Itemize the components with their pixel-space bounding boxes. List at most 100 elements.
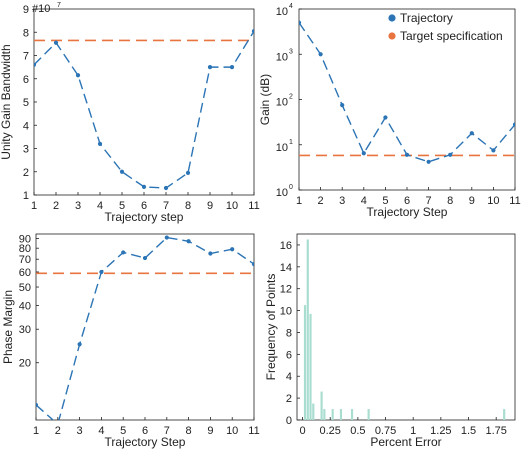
ugb-xtick-label: 7: [163, 200, 169, 212]
pm-ytick-label: 90: [19, 233, 31, 245]
gain-ytick-exponent: 2: [289, 94, 293, 101]
hist-xtick-label: 1.5: [461, 425, 476, 437]
gain-point-10: [491, 148, 496, 153]
hist-xtick-label: 0.5: [350, 425, 365, 437]
gain-point-9: [469, 131, 474, 136]
gain-xtick-label: 6: [404, 195, 410, 207]
ugb-xtick-label: 2: [53, 200, 59, 212]
ugb-ytick-label: 9: [23, 4, 29, 16]
gain-ytick-label: 10: [276, 51, 288, 63]
ugb-xtick-label: 10: [226, 200, 238, 212]
pm-xtick-label: 5: [120, 425, 126, 437]
hist-bar-1: [303, 305, 307, 420]
gain-legend-marker-2: [388, 32, 396, 40]
hist-ytick-label: 2: [286, 393, 292, 405]
ugb-ytick-label: 4: [23, 120, 29, 132]
gain-ytick-exponent: 4: [289, 3, 293, 10]
hist-bar-2: [306, 239, 309, 420]
pm-point-7: [164, 235, 169, 240]
hist-chart: 0 0.25 0.5 0.75 1 1.25 1.5 1.75 0 2 4 6 8 10 12 14 16 Per…: [264, 233, 516, 449]
ugb-xtick-label: 11: [248, 200, 259, 212]
pm-plot-frame: [35, 233, 255, 421]
gain-trajectory-line: [299, 22, 515, 163]
ugb-ytick-label: 6: [23, 74, 29, 86]
pm-ytick-label: 30: [19, 324, 31, 336]
ugb-xtick-label: 6: [141, 200, 147, 212]
hist-bar-11: [503, 409, 506, 420]
ugb-point-6: [141, 184, 147, 189]
gain-point-6: [404, 152, 410, 157]
pm-xtick-label: 10: [226, 425, 238, 437]
gain-ytick-exponent: 3: [289, 48, 293, 55]
ugb-ytick-label: 8: [23, 27, 29, 39]
hist-ytick-label: 12: [280, 284, 292, 296]
ugb-point-7: [163, 185, 169, 191]
pm-ytick-label: 70: [19, 254, 31, 266]
gain-point-7: [426, 159, 431, 164]
hist-ytick-label: 16: [280, 240, 292, 252]
ugb-ytick-label: 1: [23, 190, 29, 202]
hist-xtick-label: 1.75: [485, 425, 506, 437]
gain-point-2: [318, 52, 323, 57]
ugb-scale-exponent: 7: [57, 2, 61, 9]
ugb-scale-multiplier: #10: [32, 3, 50, 15]
pm-point-10: [230, 247, 235, 252]
gain-xtick-label: 7: [426, 195, 432, 207]
hist-ytick-label: 8: [286, 327, 292, 339]
pm-xtick-label: 8: [186, 425, 192, 437]
pm-xtick-label: 3: [77, 425, 83, 437]
gain-point-5: [383, 115, 388, 120]
gain-ytick-label: 10: [276, 6, 288, 18]
ugb-trajectory-line: [34, 30, 254, 189]
ugb-ytick-label: 2: [23, 167, 29, 179]
pm-point-4: [99, 269, 104, 275]
hist-bar-3: [309, 313, 312, 420]
hist-bar-4: [312, 403, 315, 420]
hist-ytick-label: 14: [280, 262, 292, 274]
pm-xtick-label: 9: [207, 425, 213, 437]
ugb-xtick-label: 5: [119, 200, 125, 212]
gain-ytick-exponent: 0: [289, 184, 293, 191]
hist-xtick-label: 1: [410, 425, 416, 437]
ugb-series-layer: [34, 28, 254, 191]
pm-xtick-label: 2: [55, 425, 61, 437]
gain-series-layer: [299, 20, 515, 164]
pm-trajectory-line: [36, 236, 254, 420]
ugb-point-1: [34, 62, 37, 67]
gain-point-1: [299, 20, 302, 25]
ugb-xtick-label: 4: [97, 200, 103, 212]
pm-y-axis-label: Phase Margin: [1, 290, 15, 364]
gain-ytick-exponent: 1: [289, 139, 293, 146]
ugb-xtick-label: 8: [185, 200, 191, 212]
gain-point-11: [512, 122, 515, 127]
hist-ytick-label: 4: [286, 371, 292, 383]
pm-xtick-label: 1: [33, 425, 39, 437]
pm-ytick-label: 40: [19, 300, 31, 312]
hist-bar-7: [331, 409, 334, 420]
ugb-ytick-label: 5: [23, 97, 29, 109]
hist-xtick-label: 0: [299, 425, 305, 437]
gain-ytick-label: 10: [276, 142, 288, 154]
ugb-plot-frame: [33, 8, 255, 196]
pm-ytick-label: 50: [19, 282, 31, 294]
gain-legend-label-2: Target specification: [400, 29, 503, 43]
ugb-point-2: [53, 40, 59, 45]
pm-ytick-label: 20: [19, 358, 31, 370]
ugb-y-axis-label: Unity Gain Bandwidth: [0, 44, 13, 159]
hist-bar-6: [323, 409, 326, 420]
hist-ytick-label: 0: [286, 415, 292, 427]
gain-point-4: [361, 151, 366, 156]
pm-xtick-label: 7: [164, 425, 170, 437]
ugb-xtick-label: 1: [31, 200, 37, 212]
ugb-point-3: [75, 73, 81, 78]
gain-legend: Trajectory Target specification: [388, 11, 503, 43]
ugb-point-8: [185, 170, 191, 176]
hist-bar-10: [367, 409, 370, 420]
gain-point-3: [340, 103, 345, 108]
gain-xtick-label: 4: [361, 195, 367, 207]
pm-point-11: [251, 261, 254, 267]
ugb-xtick-label: 9: [207, 200, 213, 212]
hist-y-axis-label: Frequency of Points: [264, 274, 278, 381]
